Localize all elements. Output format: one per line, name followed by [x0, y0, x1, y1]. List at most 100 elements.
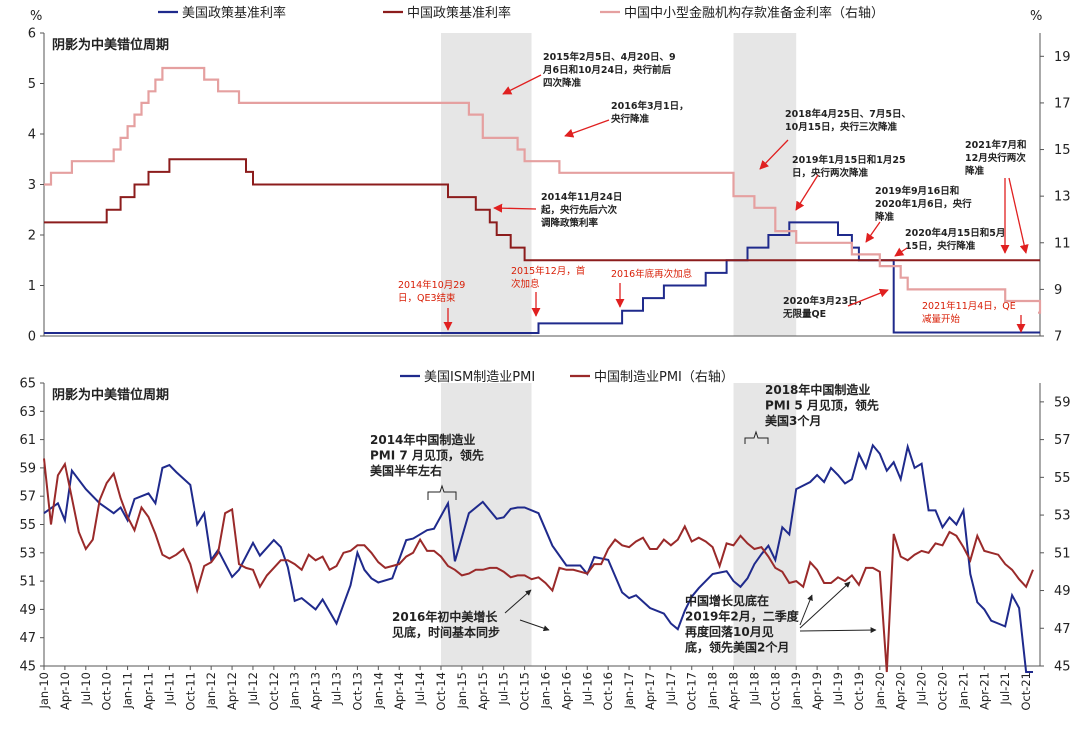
top-annotation-2-line: 2016年3月1日， — [611, 100, 689, 112]
cn-policy-rate-line — [44, 158, 1040, 262]
right-tick-label: 45 — [1054, 660, 1071, 675]
top-annotation-6-line: 降准 — [875, 211, 895, 223]
shaded-period-1 — [441, 33, 532, 336]
bottom-annotation-1-line: 美国半年左右 — [370, 463, 442, 478]
x-tick-label: Jan-14 — [371, 672, 385, 710]
x-tick-label: Jul-13 — [330, 672, 344, 706]
pointer-line-1 — [504, 589, 532, 614]
top-annotation-1-line: 四次降准 — [543, 77, 582, 89]
pointer-line-3 — [799, 594, 813, 626]
x-tick-label: Oct-13 — [350, 672, 364, 711]
x-tick-label: Oct-21 — [1019, 672, 1033, 711]
x-tick-label: Oct-10 — [100, 672, 114, 711]
x-tick-label: Apr-20 — [894, 672, 908, 710]
top-annotation-10-line: 2014年10月29 — [398, 279, 465, 291]
top-annotation-8-line: 降准 — [965, 165, 985, 177]
annotation-arrow-1 — [502, 74, 542, 95]
top-annotation-9-line: 2020年3月23日， — [783, 295, 867, 307]
right-tick-label: 55 — [1054, 471, 1071, 486]
top-annotation-5-line: 日，央行两次降准 — [792, 167, 869, 179]
legend-label-top-1: 美国政策基准利率 — [182, 5, 286, 21]
top-annotation-11-line: 2015年12月，首 — [511, 265, 586, 277]
x-tick-label: Jul-21 — [998, 672, 1012, 706]
right-tick-label: 13 — [1054, 190, 1071, 205]
annotation-arrow-9 — [1008, 177, 1029, 254]
left-tick-label: 4 — [28, 128, 36, 143]
x-tick-label: Apr-15 — [476, 672, 490, 710]
top-annotation-13-line: 2021年11月4日，QE — [922, 300, 1016, 312]
left-tick-label: 63 — [19, 405, 36, 420]
right-tick-label: 49 — [1054, 584, 1071, 599]
x-tick-label: Apr-17 — [643, 672, 657, 710]
top-annotation-8-line: 12月央行两次 — [965, 152, 1026, 164]
legend-label-top-2: 中国政策基准利率 — [407, 5, 511, 21]
annotation-arrow-7 — [894, 247, 908, 257]
x-tick-label: Jul-19 — [831, 672, 845, 706]
pointer-line-2 — [519, 619, 550, 632]
top-annotation-5-line: 2019年1月15日和1月25 — [792, 154, 906, 166]
right-tick-label: 53 — [1054, 509, 1071, 524]
x-tick-label: Jan-19 — [789, 672, 803, 710]
x-tick-label: Oct-12 — [267, 672, 281, 711]
x-tick-label: Jan-20 — [873, 672, 887, 710]
bottom-annotation-3-line: 见底，时间基本同步 — [392, 625, 500, 640]
x-tick-label: Jul-10 — [79, 672, 93, 706]
legend-label-top-3: 中国中小型金融机构存款准备金利率（右轴） — [624, 5, 884, 21]
bottom-annotation-2-line: 2018年中国制造业 — [765, 382, 870, 397]
left-tick-label: 47 — [19, 631, 36, 646]
x-tick-label: Jul-18 — [747, 672, 761, 706]
bottom-annotation-2-line: 美国3个月 — [765, 413, 821, 428]
right-tick-label: 51 — [1054, 546, 1071, 561]
top-annotation-3-line: 2014年11月24日 — [541, 191, 622, 203]
top-annotation-10-line: 日，QE3结束 — [398, 292, 456, 304]
x-tick-label: Apr-21 — [977, 672, 991, 710]
right-tick-label: 15 — [1054, 143, 1071, 158]
left-tick-label: 49 — [19, 603, 36, 618]
annotation-arrow-14 — [847, 288, 889, 307]
x-tick-label: Apr-19 — [810, 672, 824, 710]
right-tick-label: 59 — [1054, 395, 1071, 410]
x-tick-label: Jan-12 — [204, 672, 218, 710]
top-annotation-13-line: 减量开始 — [922, 313, 961, 325]
annotation-arrow-4 — [759, 139, 789, 170]
shaded-period-2 — [733, 33, 797, 336]
us-policy-rate-line — [44, 221, 1040, 334]
annotation-arrow-3 — [493, 203, 537, 213]
shading-note: 阴影为中美错位周期 — [52, 37, 169, 53]
x-tick-label: Oct-15 — [518, 672, 532, 711]
x-tick-label: Oct-18 — [768, 672, 782, 711]
x-tick-label: Jan-17 — [622, 672, 636, 710]
left-tick-label: 5 — [28, 77, 36, 92]
top-annotation-4-line: 2018年4月25日、7月5日、 — [785, 108, 911, 120]
x-tick-label: Oct-20 — [935, 672, 949, 711]
x-tick-label: Jul-15 — [497, 672, 511, 706]
x-tick-label: Jan-10 — [37, 672, 51, 710]
x-tick-label: Jul-16 — [580, 672, 594, 706]
cn-rrr-line — [44, 66, 1042, 314]
shading-note: 阴影为中美错位周期 — [52, 387, 169, 403]
right-tick-label: 11 — [1054, 236, 1071, 251]
annotation-arrow-6 — [865, 221, 881, 243]
x-tick-label: Jul-20 — [915, 672, 929, 706]
top-annotation-3-line: 起，央行先后六次 — [540, 204, 618, 216]
left-tick-label: 6 — [28, 27, 36, 42]
x-tick-label: Apr-16 — [559, 672, 573, 710]
pointer-line-4 — [799, 581, 851, 629]
shaded-period-2 — [733, 383, 797, 666]
left-tick-label: 55 — [19, 518, 36, 533]
pointer-line-5 — [799, 627, 877, 634]
right-tick-label: 19 — [1054, 50, 1071, 65]
left-tick-label: 61 — [19, 433, 36, 448]
x-tick-label: Jan-18 — [706, 672, 720, 710]
x-tick-label: Apr-11 — [141, 672, 155, 710]
x-tick-label: Jan-21 — [956, 672, 970, 710]
x-tick-label: Jan-11 — [121, 672, 135, 710]
left-tick-label: 45 — [19, 660, 36, 675]
right-tick-label: 7 — [1054, 330, 1062, 345]
shaded-period-1 — [441, 383, 532, 666]
right-tick-label: 57 — [1054, 433, 1071, 448]
legend-label-bottom-1: 美国ISM制造业PMI — [424, 370, 535, 385]
bottom-annotation-4-line: 再度回落10月见 — [685, 624, 774, 639]
top-annotation-12-line: 2016年底再次加息 — [611, 268, 692, 280]
